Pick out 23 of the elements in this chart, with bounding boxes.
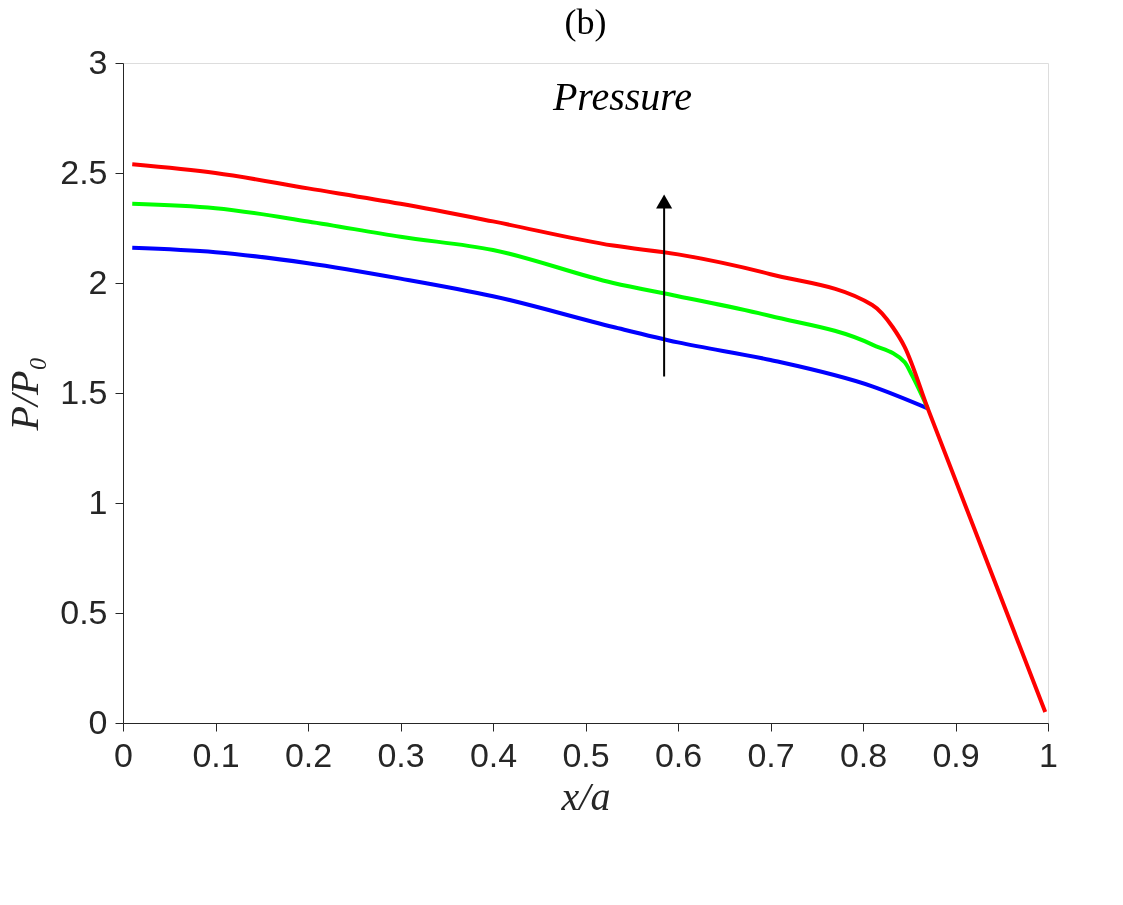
chart-subtitle: Pressure — [551, 74, 693, 119]
x-axis-title: x/a — [560, 773, 611, 819]
x-tick-label: 0 — [114, 735, 133, 774]
y-tick-label: 2.5 — [60, 152, 108, 191]
x-tick-label: 0.3 — [377, 735, 425, 774]
x-tick-label: 1 — [1039, 735, 1058, 774]
y-tick-label: 1 — [88, 482, 108, 521]
y-axis-title: P/P₀ — [2, 356, 48, 432]
x-tick-label: 0.2 — [284, 735, 333, 774]
x-tick-label: 0.9 — [932, 735, 980, 774]
y-tick-label: 3 — [88, 42, 108, 81]
x-tick-label: 0.1 — [192, 735, 240, 774]
x-tick-label: 0.4 — [469, 735, 518, 774]
y-tick-label: 0.5 — [60, 592, 108, 631]
x-tick-label: 0.8 — [839, 735, 888, 774]
y-tick-label: 0 — [88, 702, 108, 741]
line-series — [130, 162, 1048, 714]
x-tick-label: 0.7 — [747, 735, 795, 774]
y-tick-label: 2 — [88, 262, 108, 301]
chart-title: (b) — [564, 2, 607, 42]
x-tick-label: 0.6 — [654, 735, 703, 774]
x-tick-label: 0.5 — [562, 735, 610, 774]
y-tick-label: 1.5 — [60, 372, 108, 411]
